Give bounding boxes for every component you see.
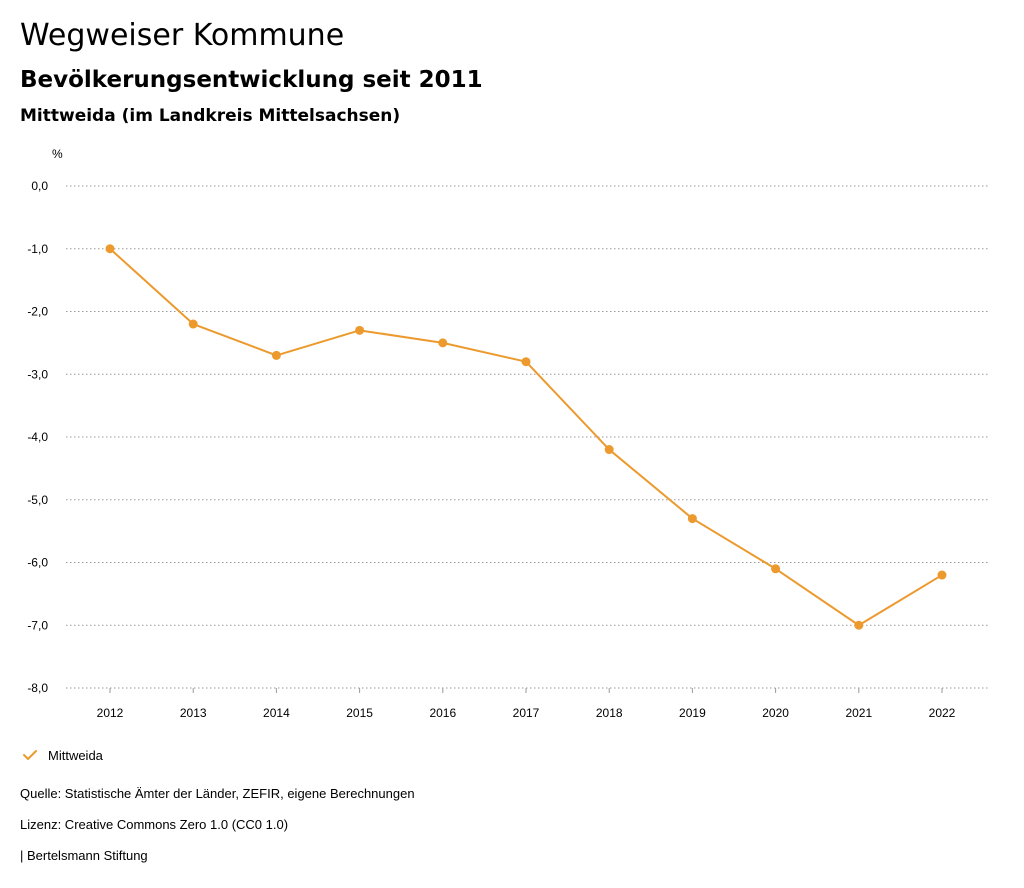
y-tick-label: -1,0 <box>27 242 48 256</box>
data-point[interactable] <box>188 319 198 329</box>
x-tick-label: 2013 <box>180 706 207 720</box>
gridlines <box>66 185 990 689</box>
publisher-credit: | Bertelsmann Stiftung <box>20 848 148 863</box>
y-tick-label: -4,0 <box>27 430 48 444</box>
legend-item-label: Mittweida <box>48 747 103 763</box>
region-label: Mittweida (im Landkreis Mittelsachsen) <box>20 106 401 126</box>
data-point[interactable] <box>521 357 531 367</box>
data-point[interactable] <box>687 514 697 524</box>
data-point[interactable] <box>105 244 115 254</box>
data-point[interactable] <box>355 325 365 335</box>
x-tick-label: 2012 <box>97 706 124 720</box>
x-tick-label: 2017 <box>513 706 540 720</box>
x-tick-label: 2021 <box>845 706 872 720</box>
data-point[interactable] <box>854 620 864 630</box>
series-mittweida <box>105 244 947 630</box>
source-note: Quelle: Statistische Ämter der Länder, Z… <box>20 786 415 801</box>
x-tick-label: 2022 <box>929 706 956 720</box>
license-note: Lizenz: Creative Commons Zero 1.0 (CC0 1… <box>20 817 289 832</box>
y-axis-ticks: 0,0 -1,0 -2,0 -3,0 -4,0 -5,0 -6,0 -7,0 -8,0 <box>27 179 48 695</box>
x-axis-ticks: 2012 2013 2014 2015 2016 2017 2018 2019 2020 2021… <box>97 688 956 720</box>
data-point[interactable] <box>771 564 781 574</box>
y-tick-label: -8,0 <box>27 681 48 695</box>
x-tick-label: 2014 <box>263 706 290 720</box>
x-tick-label: 2019 <box>679 706 706 720</box>
x-tick-label: 2015 <box>346 706 373 720</box>
data-point[interactable] <box>604 445 614 455</box>
chart-legend: Mittweida <box>22 744 103 766</box>
data-point[interactable] <box>438 338 448 348</box>
x-tick-label: 2020 <box>762 706 789 720</box>
y-tick-label: -5,0 <box>27 493 48 507</box>
y-tick-label: -6,0 <box>27 556 48 570</box>
line-chart: % 0,0 -1,0 -2,0 -3,0 -4,0 -5,0 -6,0 -7,0 -8,0 20… <box>27 147 990 720</box>
chart-subtitle: Bevölkerungsentwicklung seit 2011 <box>20 67 483 93</box>
y-tick-label: -3,0 <box>27 367 48 381</box>
x-tick-label: 2016 <box>429 706 456 720</box>
legend-checkmark-icon <box>23 750 37 760</box>
x-tick-label: 2018 <box>596 706 623 720</box>
data-point[interactable] <box>937 570 947 580</box>
y-tick-label: -2,0 <box>27 305 48 319</box>
y-axis-unit: % <box>52 147 63 161</box>
data-point[interactable] <box>271 350 281 360</box>
y-tick-label: -7,0 <box>27 618 48 632</box>
page-title: Wegweiser Kommune <box>20 18 345 53</box>
y-tick-label: 0,0 <box>31 179 48 193</box>
